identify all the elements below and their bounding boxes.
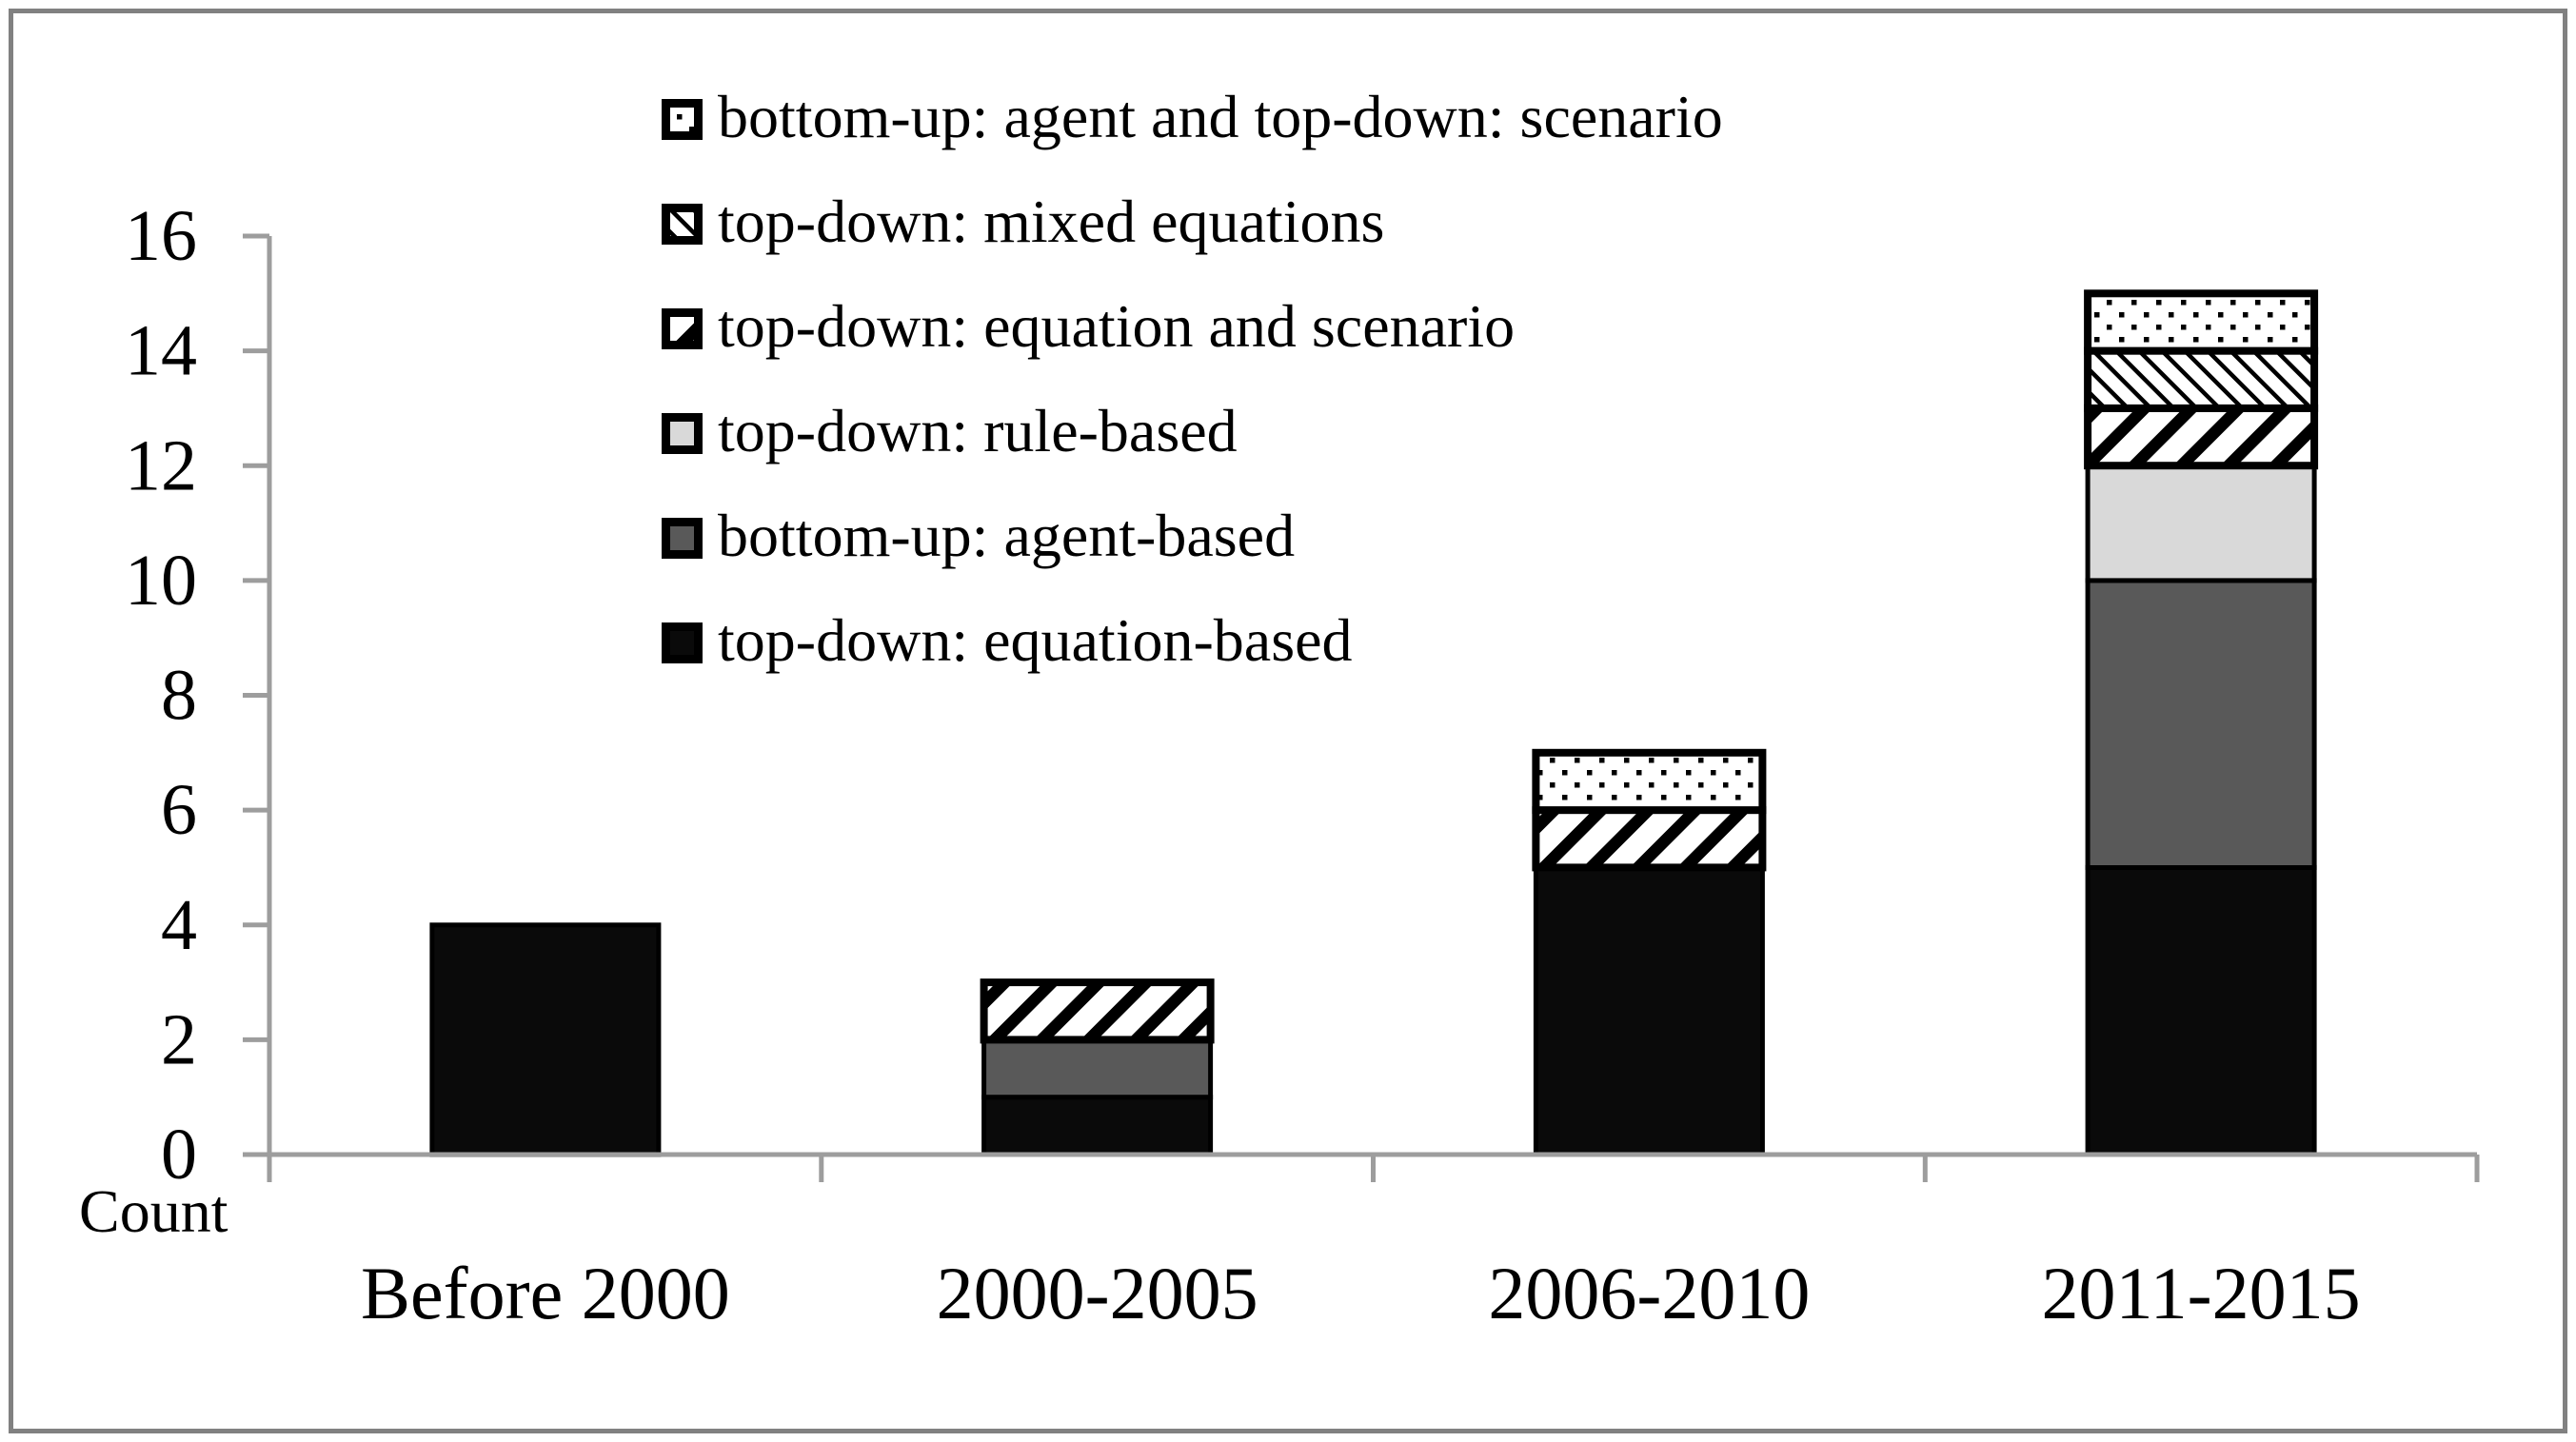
y-tick-label: 10 — [125, 541, 197, 621]
bar-segment — [1532, 748, 1767, 815]
y-tick-label: 2 — [161, 999, 197, 1079]
bar-segment — [2085, 578, 2317, 871]
x-category-label: Before 2000 — [361, 1252, 730, 1334]
bar-segment — [2084, 289, 2319, 355]
bar-segment — [1533, 864, 1765, 1157]
y-tick-label: 0 — [161, 1115, 197, 1195]
bar-segment — [981, 1095, 1214, 1157]
axis-labels-group: 0 2 4 6 8 10 12 14 16 Before 2000 2000-2005 2006-20… — [125, 196, 2361, 1334]
bar-segment — [980, 978, 1215, 1044]
y-tick-label: 14 — [125, 311, 197, 391]
y-tick-label: 12 — [125, 425, 197, 505]
bar-segment — [2085, 864, 2317, 1157]
bar-segment — [2084, 404, 2319, 470]
y-tick-label: 6 — [161, 770, 197, 850]
bar-segment — [1532, 806, 1767, 872]
axes-group — [243, 233, 2480, 1182]
x-category-label: 2011-2015 — [2042, 1252, 2361, 1334]
y-tick-label: 8 — [161, 656, 197, 736]
y-axis-title: Count — [79, 1177, 228, 1245]
bar-segment — [2084, 346, 2319, 412]
x-category-label: 2006-2010 — [1488, 1252, 1810, 1334]
bar-segment — [2085, 463, 2317, 583]
bar-segment — [981, 1037, 1214, 1100]
y-tick-label: 16 — [125, 196, 197, 276]
bars-group — [429, 289, 2319, 1157]
y-tick-label: 4 — [161, 885, 197, 965]
x-category-label: 2000-2005 — [937, 1252, 1258, 1334]
bar-segment — [429, 922, 662, 1157]
